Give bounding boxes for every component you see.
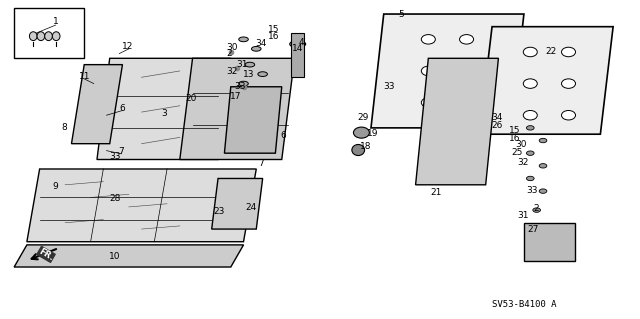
Ellipse shape [460,34,474,44]
Polygon shape [212,178,262,229]
Polygon shape [371,14,524,128]
Text: 32: 32 [227,67,237,76]
Polygon shape [415,58,499,185]
Polygon shape [180,58,294,160]
Ellipse shape [540,138,547,143]
Ellipse shape [252,47,261,51]
Text: 2: 2 [227,49,232,58]
Ellipse shape [527,176,534,181]
Text: 11: 11 [79,72,90,81]
Text: 3: 3 [161,109,167,118]
Polygon shape [524,223,575,261]
Ellipse shape [245,62,255,67]
Text: 26: 26 [492,121,503,130]
Ellipse shape [533,208,540,212]
Text: 10: 10 [109,252,120,261]
Text: 13: 13 [243,70,254,79]
Text: 33: 33 [526,186,538,195]
Text: 20: 20 [186,94,197,103]
Ellipse shape [352,145,365,156]
Text: 7: 7 [259,159,264,168]
Text: 30: 30 [515,140,527,149]
Ellipse shape [353,127,369,138]
Ellipse shape [290,41,306,48]
Text: 30: 30 [227,43,238,52]
Polygon shape [291,33,304,77]
Text: 29: 29 [358,113,369,122]
Ellipse shape [421,66,435,76]
Ellipse shape [561,47,575,57]
Text: 34: 34 [256,39,267,48]
Text: 25: 25 [512,148,524,157]
Ellipse shape [527,126,534,130]
Text: 6: 6 [280,131,286,140]
Ellipse shape [524,110,538,120]
Ellipse shape [421,34,435,44]
Text: SV53-B4100 A: SV53-B4100 A [492,300,556,309]
Ellipse shape [239,37,248,42]
Text: 32: 32 [517,158,529,167]
Text: 27: 27 [528,225,539,234]
Text: FR.: FR. [37,247,55,262]
Ellipse shape [421,98,435,107]
Text: 15: 15 [268,25,280,34]
Text: 14: 14 [292,44,303,53]
Text: 16: 16 [509,134,521,143]
Ellipse shape [561,79,575,88]
Ellipse shape [524,79,538,88]
Ellipse shape [540,164,547,168]
Text: 31: 31 [237,60,248,69]
Polygon shape [72,65,122,144]
Ellipse shape [29,32,37,41]
Polygon shape [27,169,256,242]
Polygon shape [97,58,231,160]
Text: 15: 15 [509,126,521,135]
Text: 33: 33 [109,152,120,161]
Text: 9: 9 [52,182,58,191]
Text: 6: 6 [120,104,125,113]
Text: 31: 31 [517,211,529,220]
Ellipse shape [258,72,268,77]
Polygon shape [14,245,244,267]
Bar [14,8,84,58]
Text: 1: 1 [52,18,58,26]
Text: 24: 24 [246,203,257,212]
Text: 33: 33 [383,82,395,91]
Ellipse shape [460,66,474,76]
Text: 22: 22 [545,47,556,56]
Ellipse shape [37,32,45,41]
Ellipse shape [527,151,534,155]
Text: 19: 19 [367,129,378,138]
Ellipse shape [561,110,575,120]
Text: 34: 34 [492,113,503,122]
Text: 33: 33 [235,82,246,91]
Ellipse shape [524,47,538,57]
Ellipse shape [460,98,474,107]
Text: 21: 21 [430,188,442,197]
Text: 23: 23 [214,207,225,217]
Ellipse shape [540,189,547,193]
Ellipse shape [52,32,60,41]
Polygon shape [479,27,613,134]
Text: 5: 5 [399,10,404,19]
Text: 28: 28 [109,194,120,203]
Text: 8: 8 [61,123,67,132]
Text: 16: 16 [268,32,280,41]
Ellipse shape [45,32,52,41]
Text: 2: 2 [534,204,540,213]
Text: 12: 12 [122,42,133,51]
Text: 7: 7 [118,147,124,156]
Text: 17: 17 [230,92,242,101]
Polygon shape [225,87,282,153]
Ellipse shape [239,81,248,86]
Text: 4: 4 [298,38,304,47]
Text: 18: 18 [360,142,372,151]
